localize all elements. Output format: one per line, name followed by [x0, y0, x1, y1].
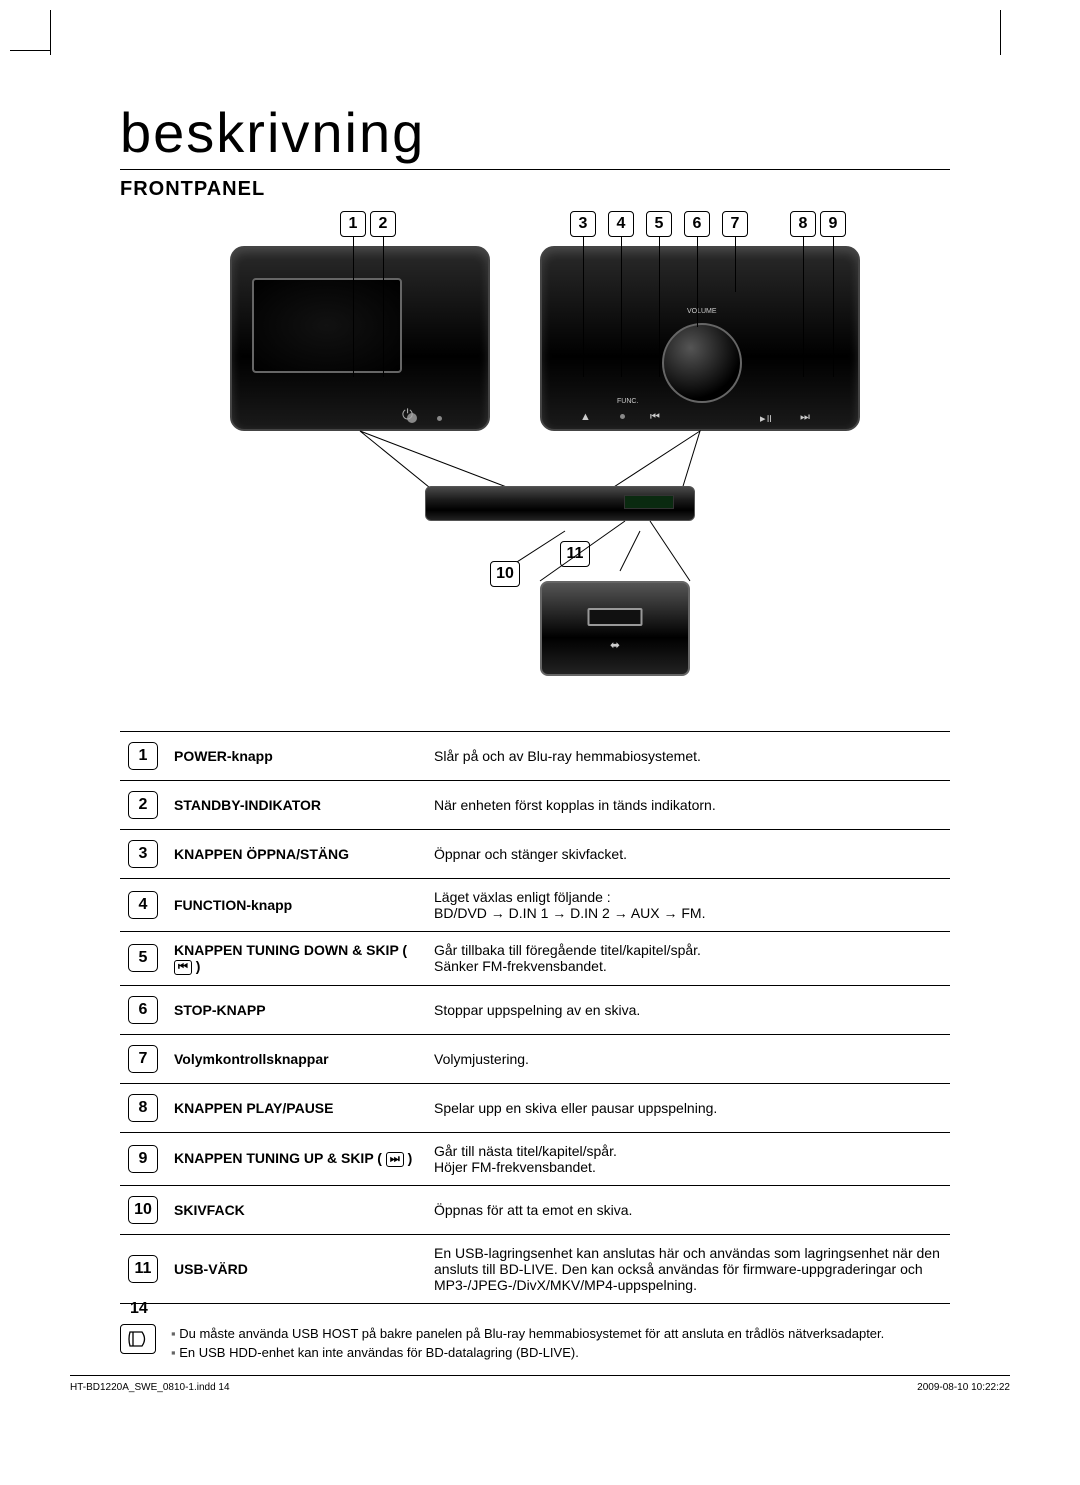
skip-icon: ⏭ [386, 1152, 404, 1167]
right-detail-panel: VOLUME FUNC. ▲ ⏮ ▸॥ ⏭ [540, 246, 860, 431]
row-number: 3 [128, 840, 158, 868]
row-desc: En USB-lagringsenhet kan anslutas här oc… [426, 1234, 950, 1303]
callout-6: 6 [684, 211, 710, 237]
footer: HT-BD1220A_SWE_0810-1.indd 14 2009-08-10… [70, 1375, 1010, 1393]
row-label: STOP-KNAPP [166, 985, 426, 1034]
callout-7: 7 [722, 211, 748, 237]
left-detail-panel: ⏻ [230, 246, 490, 431]
note-item: Du måste använda USB HOST på bakre panel… [171, 1324, 884, 1344]
callout-4: 4 [608, 211, 634, 237]
row-number: 6 [128, 996, 158, 1024]
row-number: 4 [128, 891, 158, 919]
usb-slot [588, 608, 643, 626]
player-body [425, 486, 695, 521]
callout-10: 10 [490, 561, 520, 587]
table-row: 7 VolymkontrollsknapparVolymjustering. [120, 1034, 950, 1083]
row-desc: Öppnas för att ta emot en skiva. [426, 1185, 950, 1234]
callout-1: 1 [340, 211, 366, 237]
row-label: Volymkontrollsknappar [166, 1034, 426, 1083]
row-desc: Volymjustering. [426, 1034, 950, 1083]
row-number: 5 [128, 944, 158, 972]
table-row: 1 POWER-knappSlår på och av Blu-ray hemma… [120, 732, 950, 781]
frontpanel-diagram: 1 2 3 4 5 6 7 8 9 ⏻ VOLUME FUNC. ▲ ⏮ ▸॥ … [170, 211, 900, 711]
row-number: 7 [128, 1045, 158, 1073]
row-desc: När enheten först kopplas in tänds indik… [426, 781, 950, 830]
row-label: SKIVFACK [166, 1185, 426, 1234]
table-row: 4 FUNCTION-knappLäget växlas enligt följa… [120, 879, 950, 932]
footer-file: HT-BD1220A_SWE_0810-1.indd 14 [70, 1382, 230, 1393]
row-label: USB-VÄRD [166, 1234, 426, 1303]
usb-icon: ⬌ [610, 638, 620, 652]
section-title: FRONTPANEL [120, 178, 950, 201]
table-row: 10 SKIVFACKÖppnas för att ta emot en skiv… [120, 1185, 950, 1234]
callout-3: 3 [570, 211, 596, 237]
row-number: 10 [128, 1196, 158, 1224]
page-number: 14 [130, 1300, 148, 1318]
table-row: 8 KNAPPEN PLAY/PAUSESpelar upp en skiva e… [120, 1083, 950, 1132]
standby-dot [437, 416, 442, 421]
row-desc: Går till nästa titel/kapitel/spår.Höjer … [426, 1132, 950, 1185]
row-label: POWER-knapp [166, 732, 426, 781]
row-label: KNAPPEN TUNING UP & SKIP ( ⏭ ) [166, 1132, 426, 1185]
disc-tray-graphic [252, 278, 402, 373]
table-row: 5 KNAPPEN TUNING DOWN & SKIP ( ⏮ )Går til… [120, 932, 950, 986]
table-row: 6 STOP-KNAPPStoppar uppspelning av en ski… [120, 985, 950, 1034]
usb-detail-panel: ⬌ [540, 581, 690, 676]
callout-2: 2 [370, 211, 396, 237]
row-label: KNAPPEN ÖPPNA/STÄNG [166, 830, 426, 879]
row-desc: Spelar upp en skiva eller pausar uppspel… [426, 1083, 950, 1132]
table-row: 2 STANDBY-INDIKATORNär enheten först kopp… [120, 781, 950, 830]
note-box: Du måste använda USB HOST på bakre panel… [120, 1324, 950, 1363]
volume-label: VOLUME [687, 308, 717, 315]
row-desc: Läget växlas enligt följande :BD/DVD → D… [426, 879, 950, 932]
row-desc: Stoppar uppspelning av en skiva. [426, 985, 950, 1034]
note-icon [120, 1324, 156, 1354]
row-label: STANDBY-INDIKATOR [166, 781, 426, 830]
feature-table: 1 POWER-knappSlår på och av Blu-ray hemma… [120, 731, 950, 1304]
callout-5: 5 [646, 211, 672, 237]
row-label: FUNCTION-knapp [166, 879, 426, 932]
table-row: 9 KNAPPEN TUNING UP & SKIP ( ⏭ )Går till … [120, 1132, 950, 1185]
row-desc: Går tillbaka till föregående titel/kapit… [426, 932, 950, 986]
row-label: KNAPPEN TUNING DOWN & SKIP ( ⏮ ) [166, 932, 426, 986]
row-number: 8 [128, 1094, 158, 1122]
func-label: FUNC. [617, 398, 638, 405]
row-number: 1 [128, 742, 158, 770]
page-title: beskrivning [120, 100, 950, 170]
callout-11: 11 [560, 541, 590, 567]
volume-knob [662, 323, 742, 403]
callout-8: 8 [790, 211, 816, 237]
row-label: KNAPPEN PLAY/PAUSE [166, 1083, 426, 1132]
note-item: En USB HDD-enhet kan inte användas för B… [171, 1343, 884, 1363]
row-desc: Slår på och av Blu-ray hemmabiosystemet. [426, 732, 950, 781]
table-row: 11 USB-VÄRDEn USB-lagringsenhet kan anslu… [120, 1234, 950, 1303]
row-number: 2 [128, 791, 158, 819]
callout-9: 9 [820, 211, 846, 237]
row-desc: Öppnar och stänger skivfacket. [426, 830, 950, 879]
row-number: 9 [128, 1145, 158, 1173]
footer-datetime: 2009-08-10 10:22:22 [917, 1382, 1010, 1393]
skip-icon: ⏮ [174, 960, 192, 975]
table-row: 3 KNAPPEN ÖPPNA/STÄNGÖppnar och stänger s… [120, 830, 950, 879]
row-number: 11 [128, 1255, 158, 1283]
